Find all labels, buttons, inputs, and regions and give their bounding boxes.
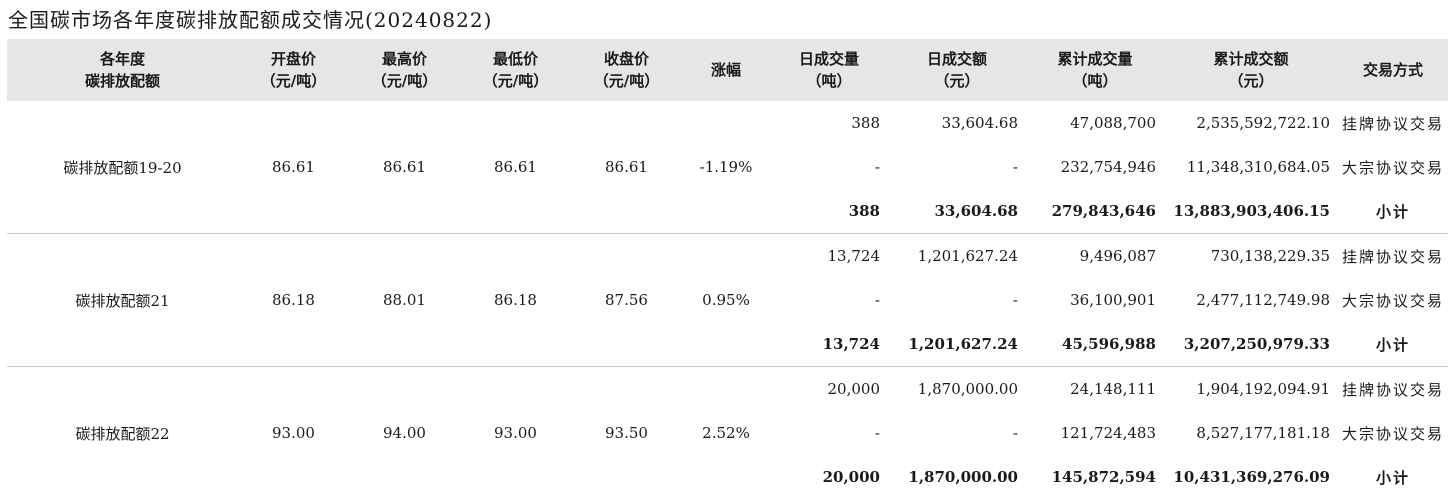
price-change: 2.52%	[682, 367, 770, 499]
header-low-price: 最低价（元/吨）	[460, 39, 571, 101]
cumulative-amount: 11,348,310,684.05	[1164, 145, 1338, 189]
header-open-price: 开盘价（元/吨）	[238, 39, 349, 101]
cumulative-volume: 47,088,700	[1026, 101, 1164, 145]
cumulative-amount: 2,477,112,749.98	[1164, 278, 1338, 322]
high-price: 88.01	[349, 234, 460, 367]
open-price: 86.61	[238, 101, 349, 234]
daily-volume: 388	[770, 101, 888, 145]
cumulative-volume: 9,496,087	[1026, 234, 1164, 279]
close-price: 87.56	[571, 234, 682, 367]
cumulative-amount: 3,207,250,979.33	[1164, 322, 1338, 367]
cumulative-volume: 145,872,594	[1026, 455, 1164, 499]
cumulative-amount: 730,138,229.35	[1164, 234, 1338, 279]
daily-amount: 33,604.68	[888, 101, 1026, 145]
cumulative-volume: 232,754,946	[1026, 145, 1164, 189]
header-change: 涨幅	[682, 39, 770, 101]
daily-volume: 13,724	[770, 322, 888, 367]
trade-method: 挂牌协议交易	[1338, 367, 1448, 412]
high-price: 86.61	[349, 101, 460, 234]
header-high-price: 最高价（元/吨）	[349, 39, 460, 101]
allowance-name: 碳排放配额19-20	[7, 101, 238, 234]
trade-method: 大宗协议交易	[1338, 278, 1448, 322]
cumulative-volume: 45,596,988	[1026, 322, 1164, 367]
carbon-trading-table: 各年度碳排放配额 开盘价（元/吨） 最高价（元/吨） 最低价（元/吨） 收盘价（…	[7, 39, 1448, 499]
trade-method: 挂牌协议交易	[1338, 101, 1448, 145]
allowance-name: 碳排放配额21	[7, 234, 238, 367]
price-change: 0.95%	[682, 234, 770, 367]
daily-volume: -	[770, 411, 888, 455]
daily-amount: 1,201,627.24	[888, 322, 1026, 367]
daily-amount: -	[888, 278, 1026, 322]
low-price: 93.00	[460, 367, 571, 499]
cumulative-amount: 10,431,369,276.09	[1164, 455, 1338, 499]
cumulative-amount: 13,883,903,406.15	[1164, 189, 1338, 234]
header-cumulative-volume: 累计成交量（吨）	[1026, 39, 1164, 101]
trade-method: 小计	[1338, 455, 1448, 499]
trade-method: 小计	[1338, 322, 1448, 367]
daily-volume: 20,000	[770, 455, 888, 499]
daily-amount: -	[888, 411, 1026, 455]
page-title: 全国碳市场各年度碳排放配额成交情况(20240822)	[8, 4, 492, 33]
high-price: 94.00	[349, 367, 460, 499]
close-price: 93.50	[571, 367, 682, 499]
daily-amount: 1,870,000.00	[888, 455, 1026, 499]
daily-amount: 1,201,627.24	[888, 234, 1026, 279]
cumulative-volume: 279,843,646	[1026, 189, 1164, 234]
low-price: 86.61	[460, 101, 571, 234]
daily-volume: 388	[770, 189, 888, 234]
open-price: 86.18	[238, 234, 349, 367]
header-cumulative-amount: 累计成交额（元）	[1164, 39, 1338, 101]
allowance-name: 碳排放配额22	[7, 367, 238, 499]
cumulative-volume: 36,100,901	[1026, 278, 1164, 322]
trade-method: 挂牌协议交易	[1338, 234, 1448, 279]
trade-method: 大宗协议交易	[1338, 411, 1448, 455]
header-daily-amount: 日成交额（元）	[888, 39, 1026, 101]
daily-volume: -	[770, 145, 888, 189]
daily-volume: 13,724	[770, 234, 888, 279]
header-trade-method: 交易方式	[1338, 39, 1448, 101]
header-allowance-year: 各年度碳排放配额	[7, 39, 238, 101]
cumulative-amount: 8,527,177,181.18	[1164, 411, 1338, 455]
cumulative-amount: 2,535,592,722.10	[1164, 101, 1338, 145]
daily-volume: 20,000	[770, 367, 888, 412]
close-price: 86.61	[571, 101, 682, 234]
header-close-price: 收盘价（元/吨）	[571, 39, 682, 101]
daily-amount: 33,604.68	[888, 189, 1026, 234]
trade-method: 小计	[1338, 189, 1448, 234]
cumulative-volume: 24,148,111	[1026, 367, 1164, 412]
table-header: 各年度碳排放配额 开盘价（元/吨） 最高价（元/吨） 最低价（元/吨） 收盘价（…	[7, 39, 1448, 101]
cumulative-volume: 121,724,483	[1026, 411, 1164, 455]
daily-amount: -	[888, 145, 1026, 189]
daily-volume: -	[770, 278, 888, 322]
cumulative-amount: 1,904,192,094.91	[1164, 367, 1338, 412]
low-price: 86.18	[460, 234, 571, 367]
header-daily-volume: 日成交量（吨）	[770, 39, 888, 101]
daily-amount: 1,870,000.00	[888, 367, 1026, 412]
trade-method: 大宗协议交易	[1338, 145, 1448, 189]
open-price: 93.00	[238, 367, 349, 499]
price-change: -1.19%	[682, 101, 770, 234]
